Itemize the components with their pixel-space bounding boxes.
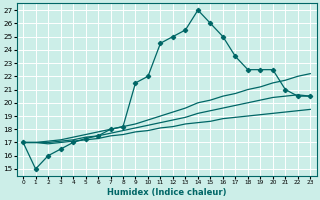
X-axis label: Humidex (Indice chaleur): Humidex (Indice chaleur) <box>107 188 227 197</box>
